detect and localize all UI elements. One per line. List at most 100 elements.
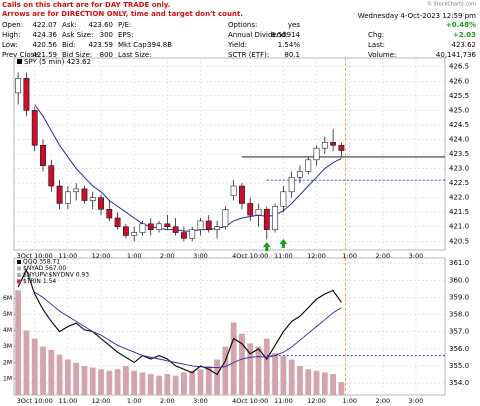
volume-bar (305, 369, 312, 395)
volume-bar (48, 349, 55, 395)
x-tick-label: 1:00 (342, 252, 357, 260)
volume-bar (40, 346, 46, 395)
x-tick-label: 4Oct 10:00 (232, 397, 268, 405)
y-tick-label: 424.5 (449, 121, 469, 129)
field-label: Mkt Cap: (118, 41, 149, 49)
y-tick-label: 423.0 (449, 165, 469, 173)
x-tick-label: 2:00 (160, 252, 175, 260)
candle-body (255, 209, 262, 216)
field-label: P/E: (118, 21, 131, 29)
candle-body (313, 147, 320, 161)
x-tick-label: 12:00 (92, 252, 111, 260)
volume-bar (189, 370, 196, 395)
candle-body (247, 203, 254, 216)
x-tick-label: 4Oct 10:00 (232, 252, 268, 260)
volume-bar (263, 338, 270, 395)
candle-body (197, 220, 204, 230)
candle-body (98, 197, 104, 210)
x-tick-label: 3:00 (193, 397, 208, 405)
x-tick-label: 2:00 (160, 397, 175, 405)
volume-bar (31, 338, 38, 395)
legend-swatch (17, 279, 21, 284)
field-value: 800 (100, 51, 113, 59)
volume-bar (156, 375, 162, 395)
x-tick-label: 3:00 (409, 252, 424, 260)
x-tick-label: 12:00 (92, 397, 111, 405)
y-tick-label: 421.0 (449, 223, 469, 231)
y-tick-label: 422.0 (449, 194, 469, 202)
candle-body (214, 226, 220, 230)
y-tick-label: 426.5 (449, 63, 469, 71)
x-tick-label: 11:00 (274, 252, 293, 260)
legend-label: QQQ 358.71 (23, 259, 60, 266)
field-label: High: (2, 31, 20, 39)
candle-body (297, 171, 303, 178)
volume-bar (147, 374, 154, 395)
y-tick-label: 426.0 (449, 77, 469, 85)
legend-label: $NYUPV:$NYDNV 0.93 (23, 272, 89, 279)
candle-body (40, 145, 46, 166)
y-tick-label: 361.0 (449, 259, 469, 267)
field-value: 421.59 (33, 51, 58, 59)
y-tick-label: 425.5 (449, 92, 469, 100)
candle-body (338, 145, 345, 151)
legend-swatch (17, 266, 21, 271)
field-label: EPS: (118, 31, 133, 39)
x-tick-label: 12:00 (307, 252, 326, 260)
field-value: 1.54% (278, 41, 301, 49)
volume-bar (23, 330, 30, 395)
y-tick-label: 356.0 (449, 345, 469, 353)
volume-bar (64, 359, 71, 395)
candle-body (280, 191, 287, 207)
field-label: Open: (2, 21, 23, 29)
candle-body (114, 217, 121, 227)
x-tick-label: 3:00 (409, 397, 424, 405)
chart-title: SPY (5 min) 423.62 (24, 58, 91, 66)
y-tick-label: 424.0 (449, 135, 469, 143)
date: Wednesday 4-Oct-2023 12:59 pm (358, 12, 476, 20)
field-value: +2.03 (453, 31, 476, 39)
y-tick-label: 423.5 (449, 150, 469, 158)
field-value: 300 (100, 31, 113, 39)
candle-body (164, 223, 171, 227)
y2-tick-label: 6M (3, 295, 12, 302)
candle-body (172, 226, 179, 233)
x-tick-label: 11:00 (59, 397, 78, 405)
field-label: Chg: (368, 31, 384, 39)
y2-tick-label: 2M (3, 359, 12, 366)
volume-bar (205, 365, 212, 395)
field-label: SCTR (ETF): (228, 51, 269, 59)
legend-label: $NYAD 567.00 (23, 265, 66, 272)
y-tick-label: 420.5 (449, 237, 469, 245)
y-tick-label: 354.0 (449, 379, 469, 387)
y2-tick-label: 4M (3, 327, 12, 334)
legend-swatch (17, 260, 21, 264)
y-tick-label: 355.0 (449, 362, 469, 370)
y-tick-label: 421.5 (449, 208, 469, 216)
candle-body (305, 159, 312, 172)
lower-frame (13, 257, 446, 396)
notice: Calls on this chart are for DAY TRADE on… (2, 1, 170, 9)
field-label: Prev Close: (2, 51, 41, 59)
field-label: Options: (228, 21, 257, 29)
x-tick-label: 1:00 (127, 252, 142, 260)
candle-body (147, 223, 154, 230)
candle-body (156, 223, 162, 230)
x-tick-label: 3Oct 10:00 (17, 252, 53, 260)
candle-body (189, 229, 196, 239)
candle-body (106, 209, 113, 219)
volume-bar (164, 374, 171, 395)
candle-body (73, 188, 80, 193)
volume-bar (106, 370, 113, 395)
volume-bar (297, 365, 303, 395)
x-tick-label: 1:00 (342, 397, 357, 405)
field-value: 394.8B (147, 41, 172, 49)
volume-bar (172, 375, 179, 395)
candle-body (131, 232, 138, 236)
volume-bar (288, 359, 295, 395)
field-value: 422.07 (33, 21, 58, 29)
field-label: Bid: (62, 41, 76, 49)
volume-bar (272, 353, 278, 395)
volume-bar (81, 365, 88, 395)
